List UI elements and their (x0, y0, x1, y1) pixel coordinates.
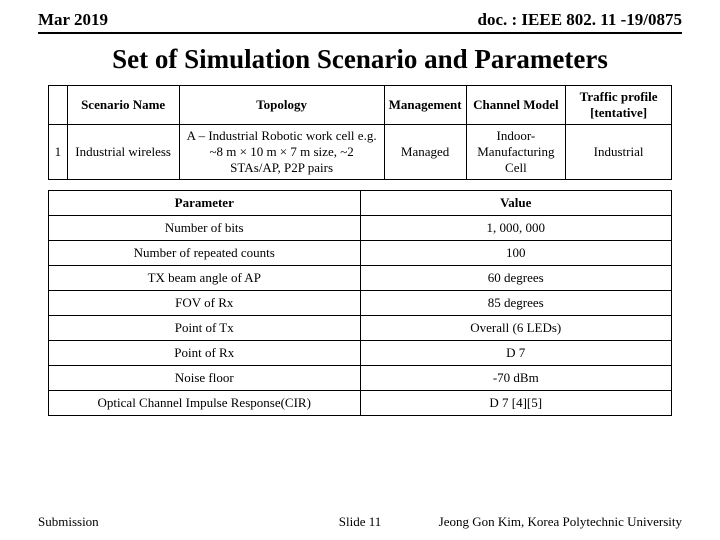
table-row: Parameter Value (49, 191, 672, 216)
col-traffic: Traffic profile [tentative] (566, 86, 672, 125)
table-row: Point of RxD 7 (49, 341, 672, 366)
footer-left: Submission (38, 514, 99, 530)
table-row: Number of repeated counts100 (49, 241, 672, 266)
value-cell: 60 degrees (360, 266, 672, 291)
param-cell: Number of repeated counts (49, 241, 361, 266)
table-row: 1 Industrial wireless A – Industrial Rob… (49, 125, 672, 180)
param-cell: Point of Rx (49, 341, 361, 366)
table-row: Scenario Name Topology Management Channe… (49, 86, 672, 125)
cell-channel: Indoor-Manufacturing Cell (466, 125, 566, 180)
param-cell: TX beam angle of AP (49, 266, 361, 291)
header-date: Mar 2019 (38, 10, 108, 30)
page-title: Set of Simulation Scenario and Parameter… (0, 44, 720, 75)
col-name: Scenario Name (67, 86, 179, 125)
col-idx (49, 86, 68, 125)
cell-topology: A – Industrial Robotic work cell e.g. ~8… (179, 125, 384, 180)
cell-idx: 1 (49, 125, 68, 180)
param-cell: Number of bits (49, 216, 361, 241)
param-table: Parameter Value Number of bits1, 000, 00… (48, 190, 672, 416)
col-param: Parameter (49, 191, 361, 216)
cell-name: Industrial wireless (67, 125, 179, 180)
slide-header: Mar 2019 doc. : IEEE 802. 11 -19/0875 (38, 0, 682, 34)
table-row: FOV of Rx85 degrees (49, 291, 672, 316)
col-value: Value (360, 191, 672, 216)
table-row: Point of TxOverall (6 LEDs) (49, 316, 672, 341)
col-channel: Channel Model (466, 86, 566, 125)
value-cell: 1, 000, 000 (360, 216, 672, 241)
param-cell: Optical Channel Impulse Response(CIR) (49, 391, 361, 416)
value-cell: 85 degrees (360, 291, 672, 316)
slide-footer: Submission Slide 11 Jeong Gon Kim, Korea… (38, 514, 682, 530)
cell-traffic: Industrial (566, 125, 672, 180)
col-mgmt: Management (384, 86, 466, 125)
footer-right: Jeong Gon Kim, Korea Polytechnic Univers… (439, 514, 682, 530)
value-cell: D 7 [4][5] (360, 391, 672, 416)
value-cell: 100 (360, 241, 672, 266)
param-cell: Point of Tx (49, 316, 361, 341)
param-cell: Noise floor (49, 366, 361, 391)
col-topology: Topology (179, 86, 384, 125)
header-doc: doc. : IEEE 802. 11 -19/0875 (478, 10, 683, 30)
table-row: TX beam angle of AP60 degrees (49, 266, 672, 291)
cell-mgmt: Managed (384, 125, 466, 180)
footer-center: Slide 11 (339, 514, 382, 530)
table-row: Optical Channel Impulse Response(CIR)D 7… (49, 391, 672, 416)
value-cell: D 7 (360, 341, 672, 366)
table-row: Noise floor-70 dBm (49, 366, 672, 391)
scenario-table: Scenario Name Topology Management Channe… (48, 85, 672, 180)
param-table-wrap: Parameter Value Number of bits1, 000, 00… (0, 190, 720, 416)
table-row: Number of bits1, 000, 000 (49, 216, 672, 241)
scenario-table-wrap: Scenario Name Topology Management Channe… (0, 85, 720, 180)
param-cell: FOV of Rx (49, 291, 361, 316)
value-cell: -70 dBm (360, 366, 672, 391)
value-cell: Overall (6 LEDs) (360, 316, 672, 341)
